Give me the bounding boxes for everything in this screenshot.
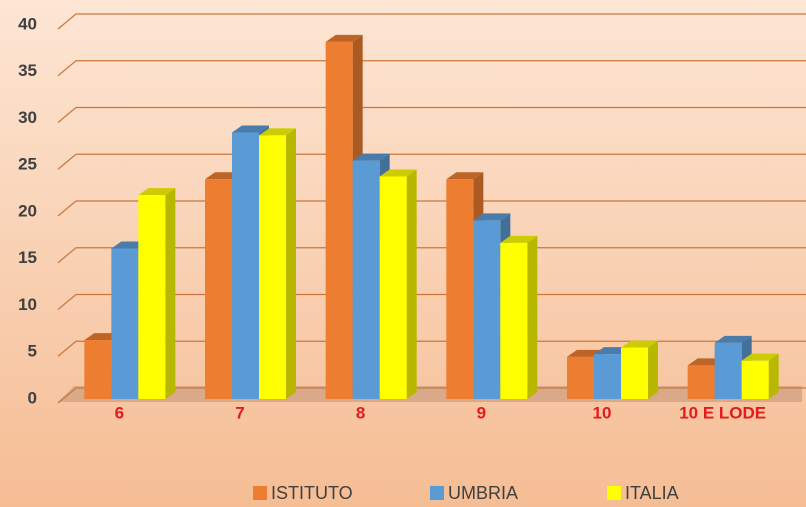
grid-line [57, 13, 806, 30]
x-tick-label: 6 [115, 403, 124, 422]
grid-line [57, 247, 806, 264]
grid-line [57, 106, 806, 123]
bar [205, 179, 232, 399]
y-tick-label: 30 [18, 108, 37, 127]
bar-side [768, 353, 779, 399]
bar [621, 347, 648, 399]
bar [687, 365, 715, 399]
bar [84, 340, 112, 399]
bar [379, 176, 407, 399]
bar-top [741, 353, 779, 361]
grid-line [57, 387, 806, 404]
bar [138, 195, 166, 399]
x-tick-label: 7 [235, 403, 244, 422]
x-tick-label: 9 [477, 403, 486, 422]
bar [741, 360, 769, 399]
y-tick-label: 5 [28, 342, 37, 361]
bar-top [325, 34, 363, 42]
legend-label: ITALIA [625, 483, 679, 503]
bar [325, 41, 353, 400]
grid-line [57, 293, 806, 310]
bar [111, 248, 139, 399]
legend-label: UMBRIA [448, 483, 518, 503]
bar-top [379, 169, 417, 177]
y-tick-label: 35 [18, 61, 37, 80]
y-tick-label: 40 [18, 14, 37, 33]
bar [500, 242, 528, 399]
bar-top [500, 235, 538, 243]
legend-swatch [430, 486, 444, 500]
y-tick-label: 0 [28, 388, 37, 407]
bar-side [527, 235, 538, 399]
y-tick-label: 15 [18, 248, 37, 267]
legend-label: ISTITUTO [271, 483, 353, 503]
bar-side [286, 128, 296, 399]
y-tick-label: 20 [18, 201, 37, 220]
bar [567, 356, 594, 399]
bar-top [352, 153, 390, 161]
bar [232, 132, 259, 399]
bar [714, 342, 742, 399]
bar-top [621, 340, 658, 348]
bar-side [165, 188, 176, 399]
x-tick-label: 10 [593, 403, 612, 422]
grid-line [57, 340, 806, 357]
y-tick-label: 10 [18, 295, 37, 314]
bar-top [446, 172, 484, 180]
bar [594, 354, 621, 399]
bar [352, 160, 380, 399]
legend-swatch [607, 486, 621, 500]
bar [259, 135, 286, 399]
y-tick-label: 25 [18, 155, 37, 174]
bar-top [714, 335, 752, 343]
bar-side [648, 340, 658, 399]
bar-top [259, 128, 296, 136]
legend-swatch [253, 486, 267, 500]
bar [446, 179, 474, 399]
grid-line [57, 200, 806, 217]
grid-line [57, 153, 806, 170]
x-tick-label: 10 E LODE [679, 403, 766, 422]
bar-top [473, 213, 511, 221]
x-tick-label: 8 [356, 403, 365, 422]
grid-line [57, 60, 806, 77]
bar-top [138, 188, 176, 196]
bar [473, 220, 501, 399]
bar-side [406, 169, 417, 399]
bar-top [232, 125, 269, 133]
